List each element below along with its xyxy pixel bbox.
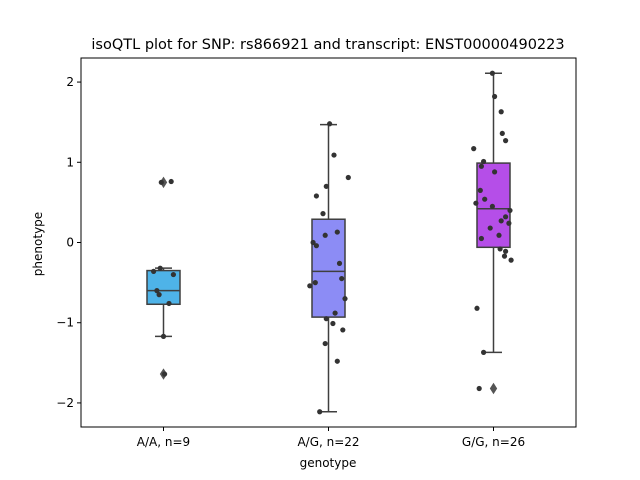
data-point bbox=[323, 183, 329, 189]
data-point bbox=[332, 310, 338, 316]
y-tick-label: −2 bbox=[56, 396, 74, 410]
y-tick-label: 0 bbox=[66, 236, 74, 250]
x-tick-label: G/G, n=26 bbox=[462, 435, 525, 449]
x-tick-label: A/G, n=22 bbox=[297, 435, 359, 449]
data-point bbox=[506, 220, 512, 226]
data-point bbox=[489, 203, 495, 210]
box-group bbox=[311, 123, 346, 413]
y-tick-label: 1 bbox=[66, 155, 74, 169]
data-point bbox=[154, 288, 160, 294]
data-point bbox=[498, 218, 504, 224]
data-point bbox=[334, 229, 340, 235]
data-point bbox=[492, 93, 498, 100]
data-point bbox=[334, 358, 340, 364]
data-point bbox=[310, 239, 316, 246]
data-point bbox=[336, 260, 343, 266]
data-point bbox=[477, 187, 483, 193]
data-point bbox=[322, 232, 328, 238]
data-point bbox=[501, 253, 508, 259]
data-point bbox=[327, 121, 333, 127]
data-point bbox=[307, 283, 313, 289]
data-point bbox=[320, 211, 326, 217]
data-point bbox=[482, 196, 488, 202]
data-point bbox=[489, 70, 495, 76]
data-point bbox=[496, 232, 502, 238]
box-iqr bbox=[311, 218, 346, 318]
data-point bbox=[340, 327, 346, 333]
y-axis-label: phenotype bbox=[31, 212, 45, 276]
data-point bbox=[312, 280, 318, 286]
data-point bbox=[342, 296, 348, 302]
data-point bbox=[330, 320, 336, 327]
data-point bbox=[156, 292, 162, 298]
plot-area bbox=[146, 70, 514, 415]
data-point bbox=[166, 300, 172, 307]
x-axis-label: genotype bbox=[300, 456, 357, 470]
data-point bbox=[162, 371, 168, 377]
data-point bbox=[473, 200, 479, 206]
y-tick-label: 2 bbox=[66, 75, 74, 89]
data-point bbox=[151, 268, 157, 274]
data-point bbox=[339, 275, 345, 282]
data-point bbox=[492, 169, 498, 175]
data-point bbox=[503, 248, 509, 254]
data-point bbox=[322, 340, 328, 347]
data-point bbox=[478, 163, 484, 169]
data-point bbox=[313, 243, 319, 249]
data-point bbox=[158, 179, 164, 185]
axes: −2 −1 0 1 2 A/A, n=9 A/G, n=22 G/G, n=26 bbox=[56, 75, 525, 449]
data-point bbox=[507, 207, 513, 214]
data-point bbox=[497, 246, 503, 252]
data-point bbox=[157, 265, 163, 271]
x-tick-label: A/A, n=9 bbox=[137, 435, 190, 449]
data-point bbox=[499, 130, 505, 137]
data-point bbox=[503, 214, 509, 220]
data-point bbox=[471, 146, 477, 152]
box-iqr bbox=[476, 162, 511, 249]
data-point bbox=[476, 385, 482, 392]
chart-title: isoQTL plot for SNP: rs866921 and transc… bbox=[91, 37, 564, 53]
data-point bbox=[323, 316, 329, 322]
data-point bbox=[160, 333, 167, 339]
data-point bbox=[168, 178, 174, 185]
data-point bbox=[474, 305, 480, 311]
data-point bbox=[487, 225, 493, 231]
box-group bbox=[476, 72, 511, 395]
data-point bbox=[345, 174, 351, 181]
data-point bbox=[317, 409, 323, 415]
box-group bbox=[146, 176, 181, 380]
data-point bbox=[498, 109, 504, 115]
data-point bbox=[170, 271, 176, 278]
outlier-marker bbox=[489, 382, 498, 395]
data-point bbox=[508, 257, 514, 263]
data-point bbox=[481, 158, 487, 165]
data-point bbox=[331, 152, 337, 158]
data-point bbox=[503, 138, 509, 144]
data-point bbox=[481, 349, 487, 355]
y-tick-label: −1 bbox=[56, 316, 74, 330]
data-point bbox=[478, 235, 484, 242]
data-point bbox=[313, 193, 319, 199]
